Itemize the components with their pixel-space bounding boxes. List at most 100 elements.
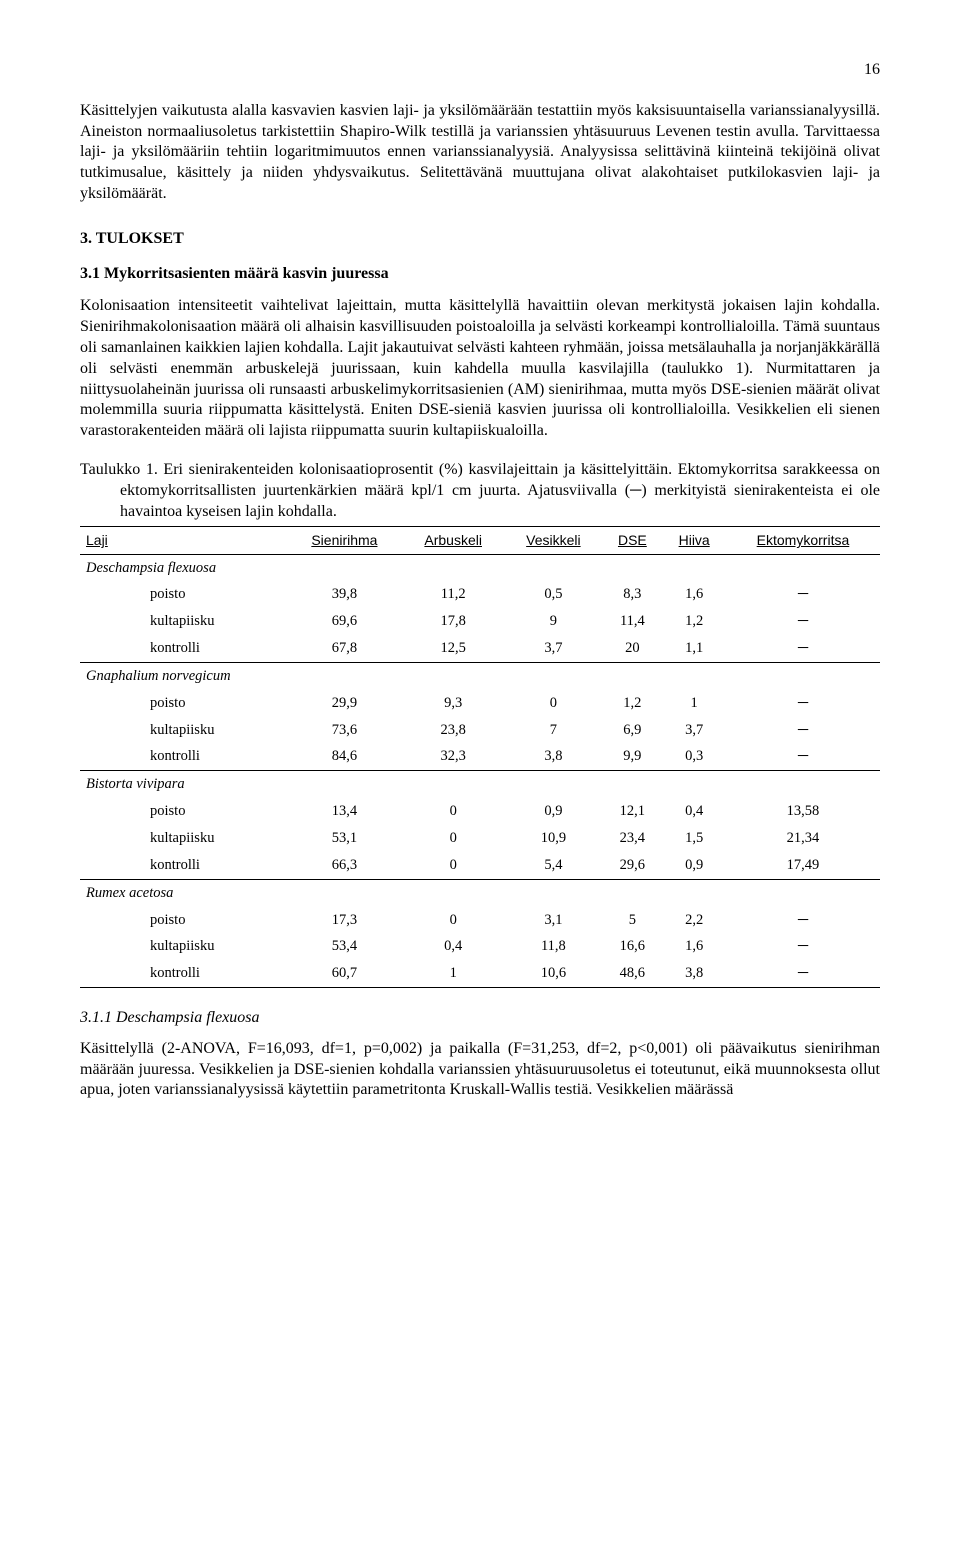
cell: 29,9 [287,690,402,717]
row-label: kontrolli [80,960,287,987]
cell: 9 [504,608,602,635]
col-arbuskeli: Arbuskeli [402,527,505,554]
cell: 0,9 [504,798,602,825]
cell: 17,3 [287,907,402,934]
table-row: kultapiisku69,617,8911,41,2─ [80,608,880,635]
cell: 2,2 [662,907,726,934]
table-row: kontrolli84,632,33,89,90,3─ [80,743,880,770]
cell: 69,6 [287,608,402,635]
cell: 5 [602,907,662,934]
table-row: Bistorta vivipara [80,771,880,798]
row-label: kontrolli [80,635,287,662]
species-name: Deschampsia flexuosa [80,554,880,581]
paragraph-1: Käsittelyjen vaikutusta alalla kasvavien… [80,101,880,205]
cell: 10,6 [504,960,602,987]
col-sienirihma: Sienirihma [287,527,402,554]
cell: 32,3 [402,743,505,770]
cell: 1,6 [662,581,726,608]
cell: 67,8 [287,635,402,662]
cell: 9,9 [602,743,662,770]
cell: ─ [726,960,880,987]
cell: 48,6 [602,960,662,987]
cell: 23,4 [602,825,662,852]
cell: 12,5 [402,635,505,662]
cell: 6,9 [602,717,662,744]
cell: ─ [726,635,880,662]
cell: 3,1 [504,907,602,934]
cell: 0,4 [662,798,726,825]
section-3-1-heading: 3.1 Mykorritsasienten määrä kasvin juure… [80,264,880,285]
row-label: kontrolli [80,743,287,770]
cell: 20 [602,635,662,662]
col-laji: Laji [80,527,287,554]
cell: 0,5 [504,581,602,608]
cell: 7 [504,717,602,744]
row-label: poisto [80,907,287,934]
cell: 1,5 [662,825,726,852]
table-row: Rumex acetosa [80,879,880,906]
cell: 3,8 [662,960,726,987]
cell: 0 [504,690,602,717]
table-row: poisto39,811,20,58,31,6─ [80,581,880,608]
cell: 12,1 [602,798,662,825]
cell: 1,2 [662,608,726,635]
cell: 1 [402,960,505,987]
cell: 11,8 [504,933,602,960]
species-name: Gnaphalium norvegicum [80,662,880,689]
cell: 1 [662,690,726,717]
paragraph-3: Käsittelyllä (2-ANOVA, F=16,093, df=1, p… [80,1039,880,1101]
cell: 3,8 [504,743,602,770]
row-label: kultapiisku [80,717,287,744]
table-row: poisto13,400,912,10,413,58 [80,798,880,825]
table-1-caption: Taulukko 1. Eri sienirakenteiden kolonis… [80,460,880,522]
cell: 0,4 [402,933,505,960]
cell: 5,4 [504,852,602,879]
cell: ─ [726,743,880,770]
table-header-row: Laji Sienirihma Arbuskeli Vesikkeli DSE … [80,527,880,554]
col-ektomykorritsa: Ektomykorritsa [726,527,880,554]
table-row: poisto29,99,301,21─ [80,690,880,717]
cell: 23,8 [402,717,505,744]
cell: ─ [726,717,880,744]
cell: 11,2 [402,581,505,608]
cell: ─ [726,581,880,608]
cell: 11,4 [602,608,662,635]
table-row: kultapiisku53,40,411,816,61,6─ [80,933,880,960]
table-row: Gnaphalium norvegicum [80,662,880,689]
cell: 17,8 [402,608,505,635]
row-label: poisto [80,581,287,608]
cell: 0,3 [662,743,726,770]
row-label: kultapiisku [80,608,287,635]
cell: 66,3 [287,852,402,879]
row-label: kultapiisku [80,825,287,852]
cell: 84,6 [287,743,402,770]
table-row: poisto17,303,152,2─ [80,907,880,934]
table-row: Deschampsia flexuosa [80,554,880,581]
cell: 16,6 [602,933,662,960]
cell: 1,2 [602,690,662,717]
col-hiiva: Hiiva [662,527,726,554]
table-row: kontrolli66,305,429,60,917,49 [80,852,880,879]
cell: ─ [726,690,880,717]
col-vesikkeli: Vesikkeli [504,527,602,554]
table-row: kultapiisku73,623,876,93,7─ [80,717,880,744]
row-label: poisto [80,798,287,825]
section-3-heading: 3. TULOKSET [80,229,880,250]
cell: 9,3 [402,690,505,717]
row-label: poisto [80,690,287,717]
cell: 60,7 [287,960,402,987]
cell: 3,7 [662,717,726,744]
cell: 3,7 [504,635,602,662]
cell: 13,58 [726,798,880,825]
cell: 53,4 [287,933,402,960]
cell: 10,9 [504,825,602,852]
cell: 8,3 [602,581,662,608]
cell: 0 [402,907,505,934]
section-3-1-1-heading: 3.1.1 Deschampsia flexuosa [80,1008,880,1029]
cell: 17,49 [726,852,880,879]
cell: ─ [726,907,880,934]
cell: ─ [726,933,880,960]
cell: 1,1 [662,635,726,662]
cell: 39,8 [287,581,402,608]
cell: 53,1 [287,825,402,852]
